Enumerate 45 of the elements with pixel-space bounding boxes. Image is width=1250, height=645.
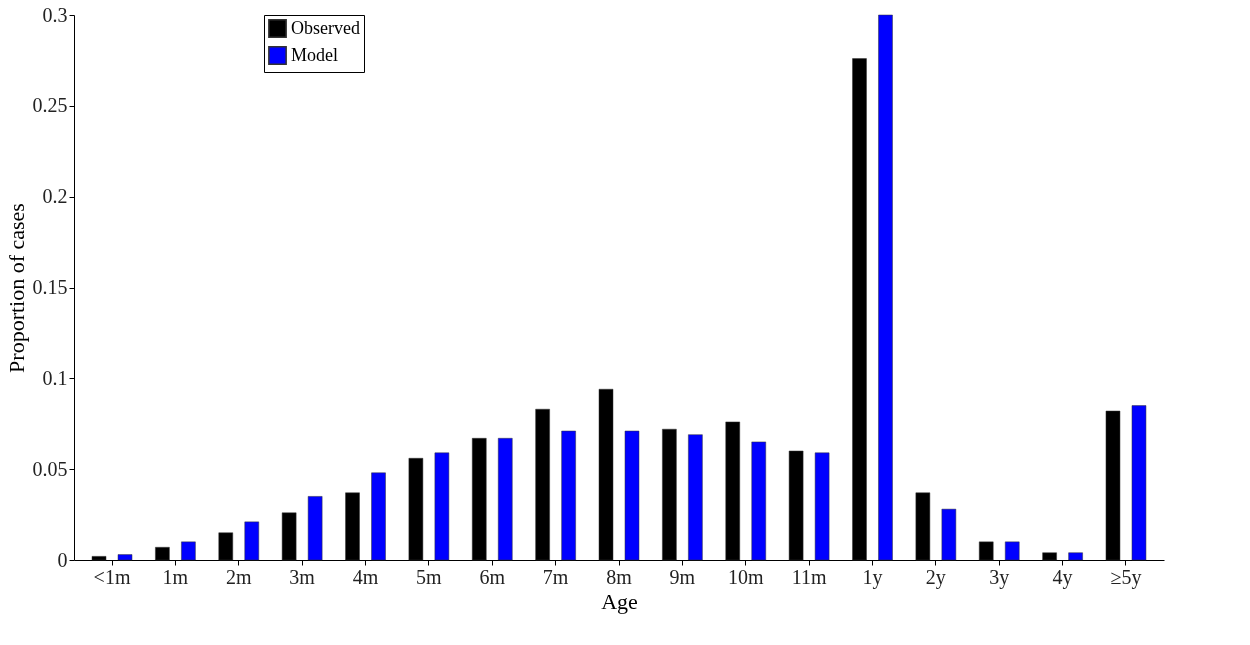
bar (181, 541, 196, 561)
x-tick-label: 2y (925, 565, 946, 589)
bar (498, 438, 513, 561)
bar (117, 554, 133, 561)
x-tick-label: 3y (989, 565, 1010, 589)
bar (1131, 405, 1147, 561)
x-tick-label: 9m (669, 565, 696, 588)
y-tick-label: 0 (57, 548, 68, 571)
y-tick-label: 0.25 (32, 94, 68, 117)
x-tick-label: 3m (289, 565, 316, 588)
x-axis-title: Age (601, 588, 638, 614)
x-tick-label: 6m (479, 565, 506, 588)
bar (1004, 541, 1020, 561)
x-tick-label: ≥5y (1110, 565, 1142, 589)
bar (307, 496, 323, 561)
bar (688, 434, 703, 561)
bar (371, 472, 386, 561)
x-tick-label: 2m (225, 565, 252, 588)
x-tick-label: 8m (606, 565, 633, 588)
bar (1068, 552, 1083, 561)
bar (751, 441, 766, 561)
y-tick-label: 0.05 (32, 457, 68, 480)
bar (434, 452, 450, 561)
legend-label: Observed (291, 17, 360, 38)
bar (814, 452, 830, 561)
bar (561, 430, 576, 561)
x-tick-label: <1m (93, 565, 131, 588)
x-tick-label: 10m (727, 565, 764, 588)
x-tick-label: 4y (1052, 565, 1073, 589)
x-tick-label: 1m (162, 565, 189, 588)
y-tick-label: 0.15 (32, 276, 68, 298)
y-tick-label: 0.3 (42, 3, 68, 26)
y-tick-label: 0.2 (42, 185, 68, 208)
x-tick-label: 4m (352, 565, 379, 588)
bar (878, 14, 893, 561)
x-tick-label: 7m (542, 565, 569, 588)
legend-label: Model (291, 44, 338, 65)
y-axis-title: Proportion of cases (3, 203, 29, 373)
bar (624, 430, 640, 561)
x-tick-label: 5m (416, 565, 443, 588)
x-tick-label: 11m (791, 565, 827, 588)
x-tick-label: 1y (862, 565, 883, 589)
y-tick-label: 0.1 (42, 366, 68, 389)
bar (941, 508, 957, 561)
bar (244, 521, 260, 561)
